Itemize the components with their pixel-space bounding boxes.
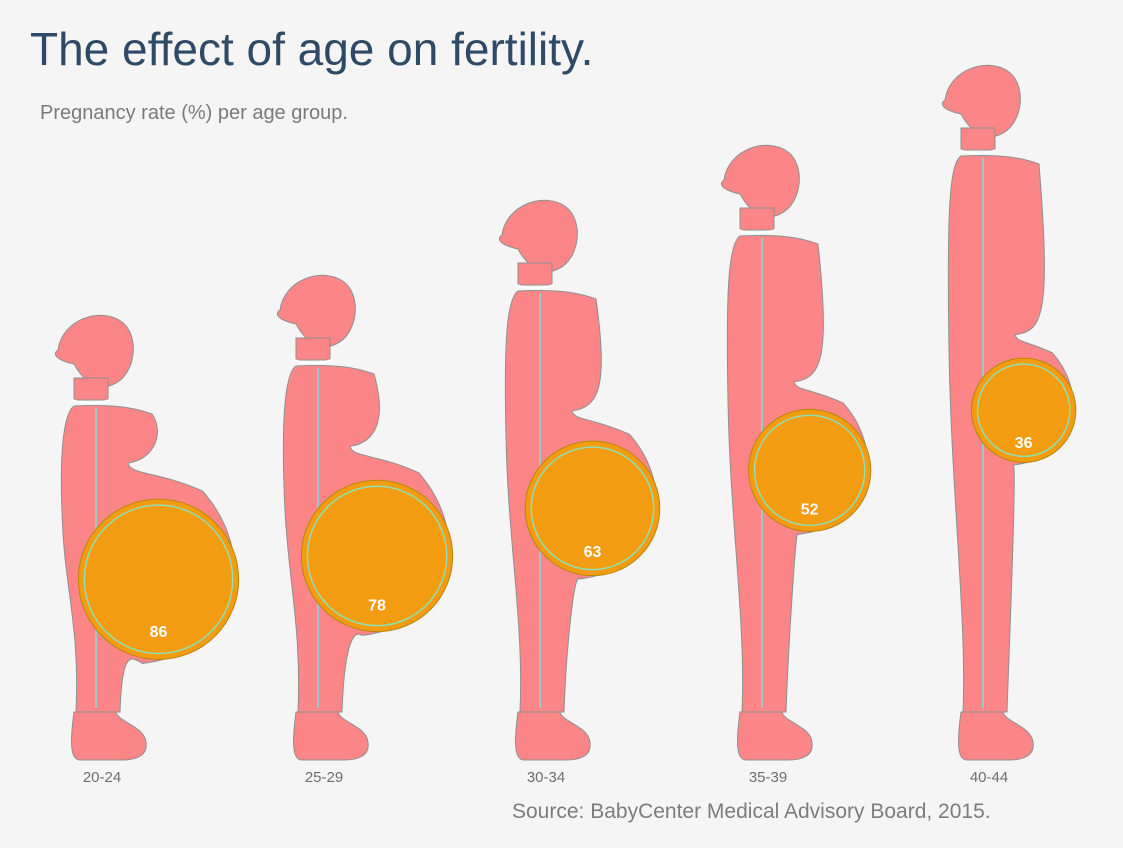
figure-25-29: 78 25-29 (276, 274, 454, 786)
category-label: 40-44 (970, 769, 1008, 786)
category-label: 25-29 (305, 769, 343, 786)
shoe (958, 711, 1034, 761)
figure-35-39: 52 35-39 (720, 144, 872, 786)
chart-title: The effect of age on fertility. (30, 23, 594, 75)
neck (739, 207, 775, 231)
head (720, 144, 800, 217)
shoe (515, 711, 591, 761)
neck (295, 337, 331, 361)
value-label: 63 (584, 544, 602, 561)
value-bubble (524, 440, 661, 577)
shoe (293, 711, 369, 761)
value-label: 78 (368, 597, 386, 614)
value-bubble (748, 408, 872, 532)
category-label: 30-34 (527, 769, 565, 786)
shoe (71, 711, 147, 761)
shoe (737, 711, 813, 761)
category-label: 35-39 (749, 769, 787, 786)
value-bubble-ring (753, 414, 866, 527)
neck (517, 262, 553, 286)
value-bubble (971, 357, 1077, 463)
figure-20-24: 86 20-24 (54, 314, 240, 786)
neck (960, 127, 996, 151)
head (54, 314, 134, 387)
collar-line (737, 229, 777, 234)
chart-source: Source: BabyCenter Medical Advisory Boar… (512, 800, 991, 823)
category-label: 20-24 (83, 769, 121, 786)
neck (73, 377, 109, 401)
value-bubble (300, 479, 454, 633)
figure-40-44: 36 40-44 (941, 64, 1077, 786)
value-bubble-ring (530, 446, 655, 571)
figure-30-34: 63 30-34 (498, 199, 661, 786)
head (498, 199, 578, 272)
chart-subtitle: Pregnancy rate (%) per age group. (40, 102, 348, 124)
collar-line (71, 399, 111, 404)
head (941, 64, 1021, 137)
value-bubble (77, 498, 240, 660)
collar-line (293, 359, 333, 364)
value-bubble-ring (976, 363, 1071, 458)
collar-line (958, 149, 998, 154)
collar-line (515, 284, 555, 289)
value-label: 86 (150, 624, 168, 641)
value-bubble-ring (83, 504, 234, 655)
value-label: 52 (801, 501, 819, 518)
head (276, 274, 356, 347)
value-bubble-ring (306, 485, 448, 627)
value-label: 36 (1015, 435, 1033, 452)
